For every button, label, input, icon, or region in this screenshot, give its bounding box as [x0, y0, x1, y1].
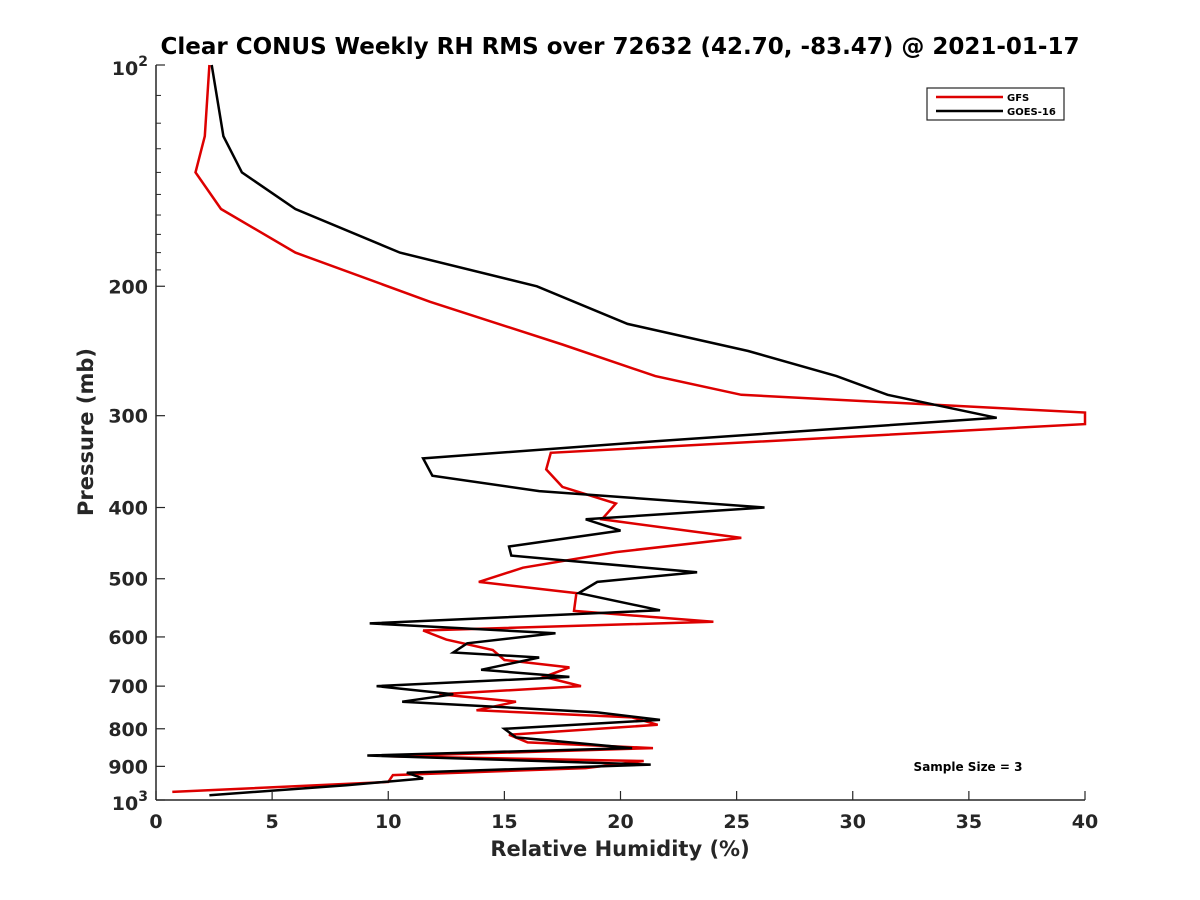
y-tick-label: 700: [108, 676, 148, 698]
legend-entries: GFS GOES-16: [936, 93, 1056, 118]
legend-label-goes-16: GOES-16: [1007, 107, 1056, 118]
legend-box: [926, 87, 1065, 121]
y-tick-label: 500: [108, 569, 148, 591]
x-tick-label: 5: [266, 811, 279, 833]
plot-area: 0 5 10 15 20 25 30 35 40 200 300 400 500 600 700 800 900…: [108, 54, 1098, 833]
y-tick-label: 900: [108, 756, 148, 778]
y-tick-label: 800: [108, 719, 148, 741]
x-tick-label: 30: [840, 811, 866, 833]
x-axis-label: Relative Humidity (%): [490, 837, 749, 861]
sample-size-annotation: Sample Size = 3: [914, 760, 1023, 774]
y-tick-label: 200: [108, 276, 148, 298]
x-tick-label: 0: [149, 811, 162, 833]
x-tick-label: 40: [1072, 811, 1098, 833]
series-line-gfs: [172, 64, 1087, 794]
y-tick-label-top: 102: [112, 54, 148, 80]
y-tick-label-bottom: 103: [112, 789, 148, 815]
x-tick-label: 10: [375, 811, 401, 833]
tick-layer: 0 5 10 15 20 25 30 35 40 200 300 400 500 600 700 800 900…: [108, 54, 1098, 833]
x-tick-label: 20: [607, 811, 633, 833]
y-axis-label: Pressure (mb): [74, 348, 98, 516]
chart-title: Clear CONUS Weekly RH RMS over 72632 (42…: [161, 34, 1080, 60]
y-tick-label: 300: [108, 406, 148, 428]
series-line-goes-16: [209, 64, 997, 797]
x-tick-label: 35: [956, 811, 982, 833]
legend: GFS GOES-16: [926, 87, 1065, 121]
series-layer: [172, 64, 1087, 797]
y-tick-label: 400: [108, 498, 148, 520]
y-tick-label: 600: [108, 627, 148, 649]
x-tick-label: 15: [491, 811, 517, 833]
x-tick-label: 25: [723, 811, 749, 833]
legend-label-gfs: GFS: [1007, 93, 1029, 104]
